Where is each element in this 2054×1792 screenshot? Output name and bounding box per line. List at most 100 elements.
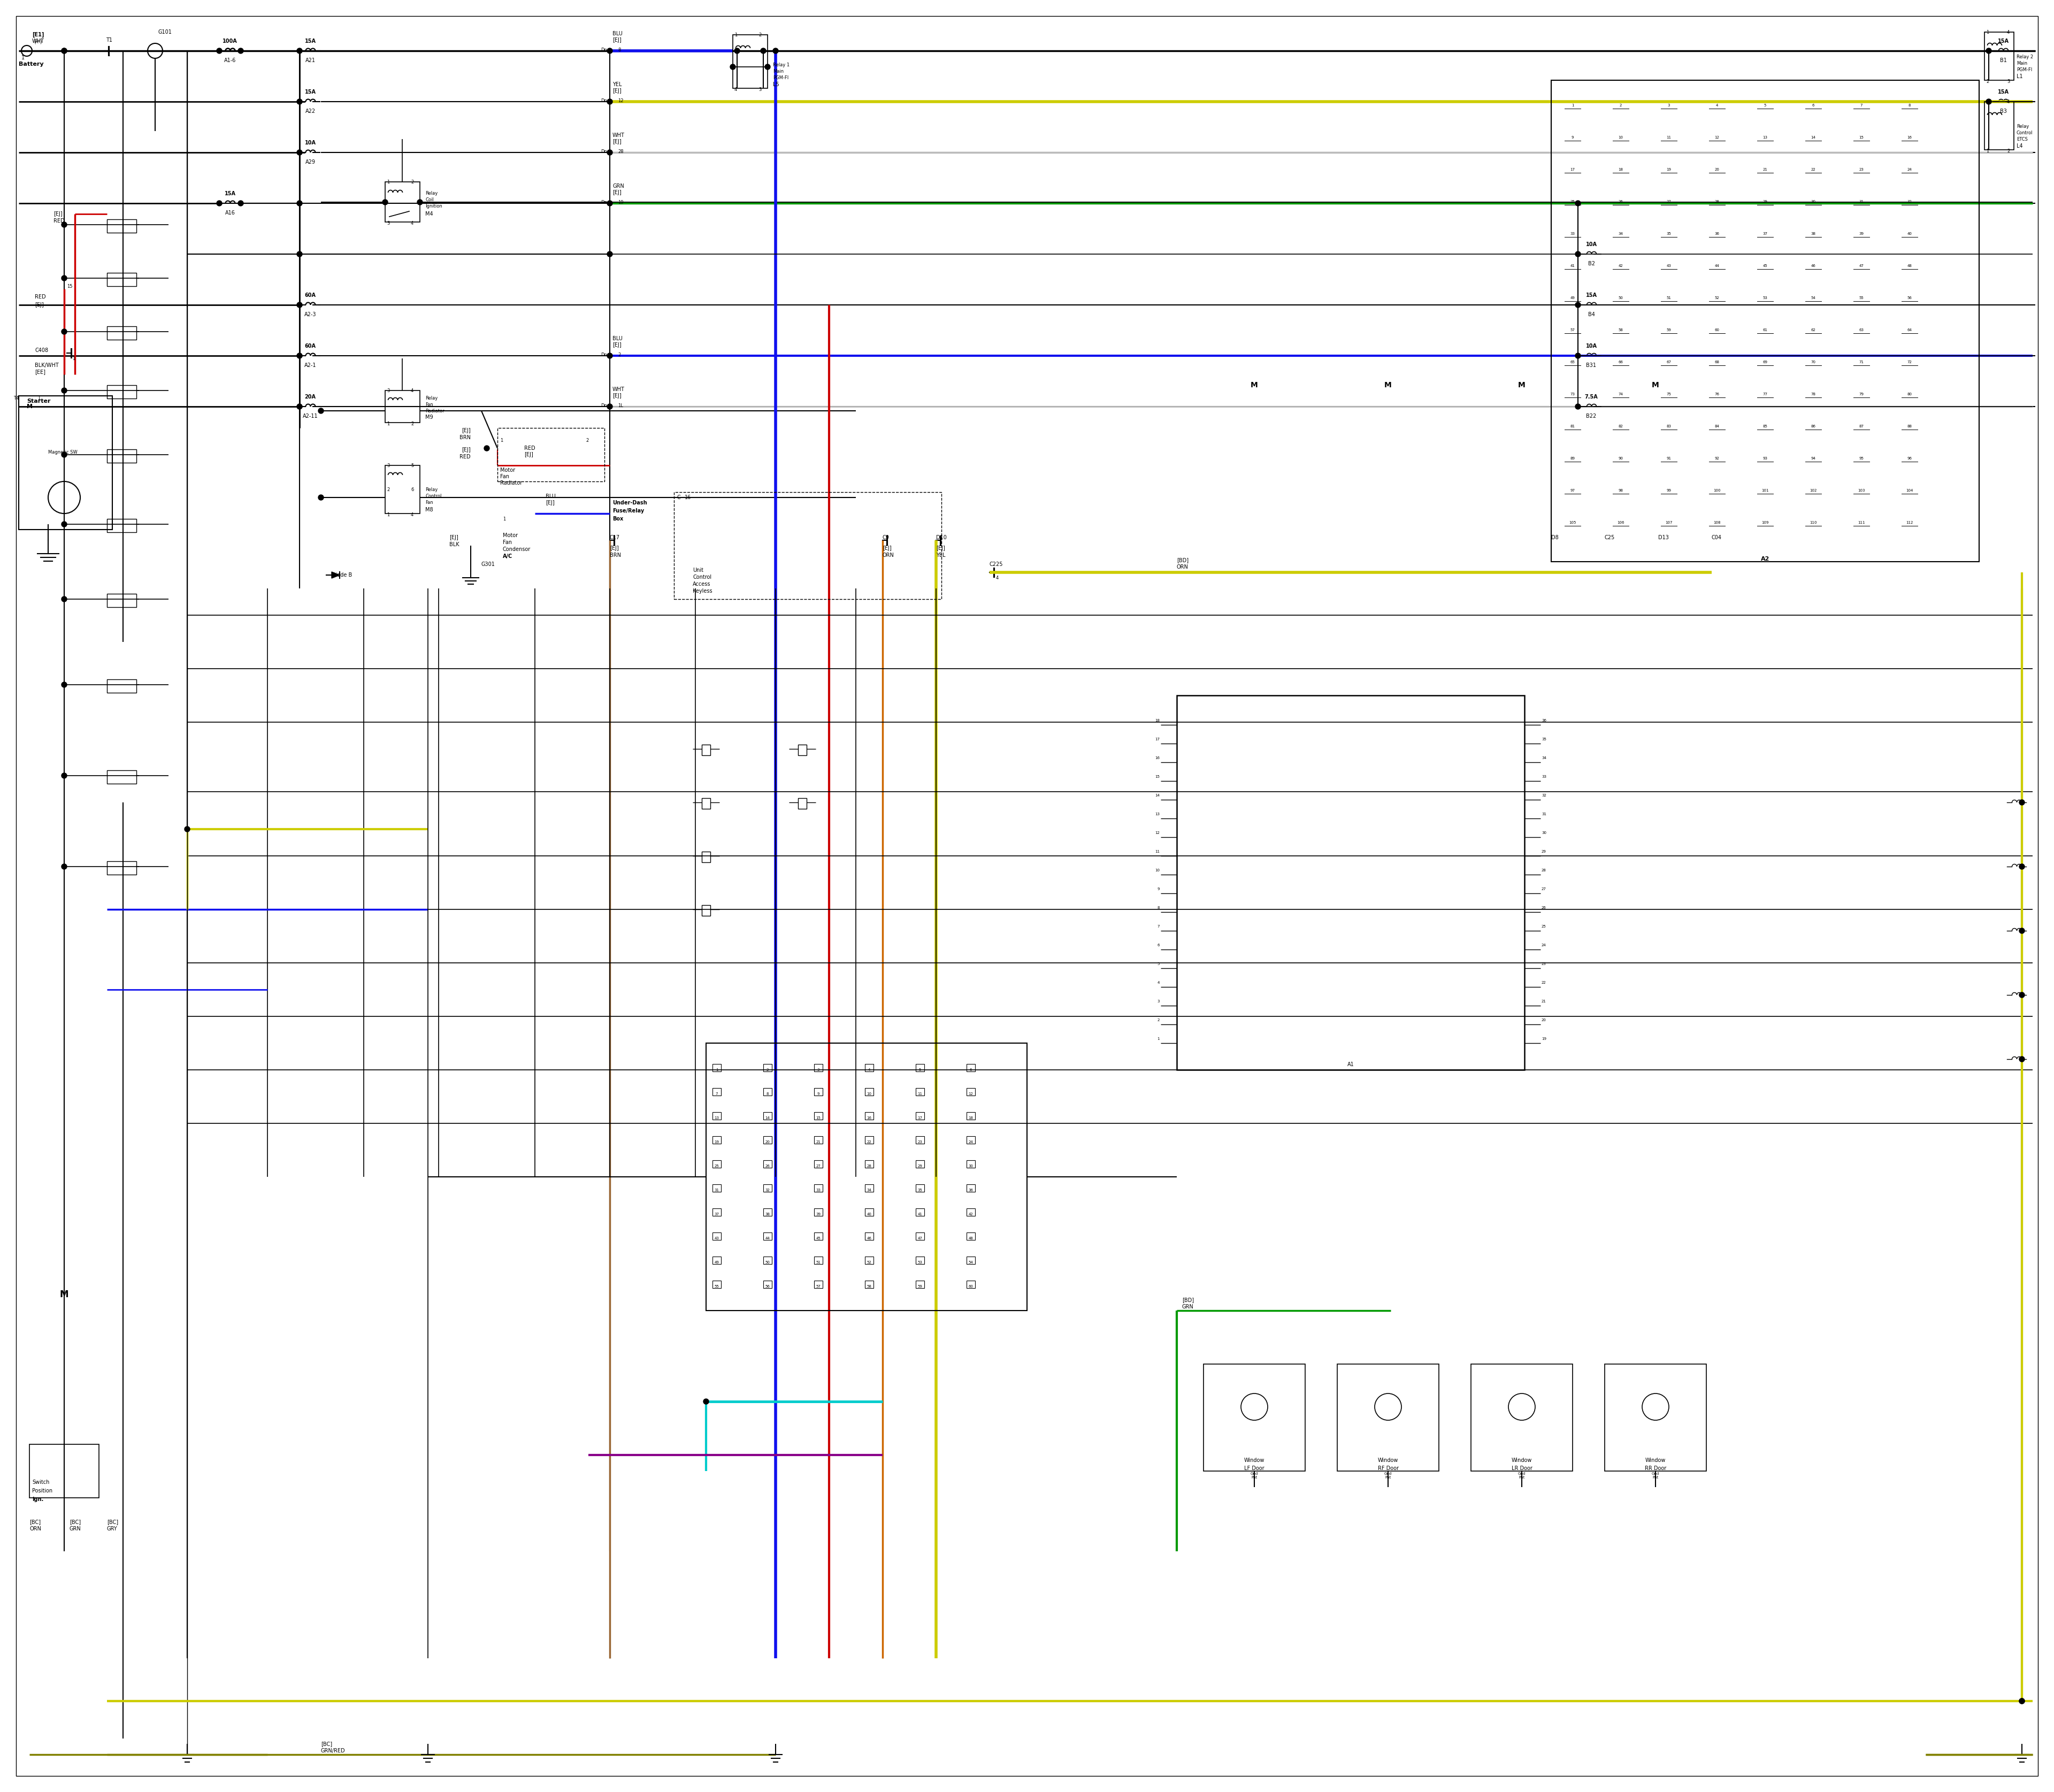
Text: 73: 73 <box>1569 392 1575 396</box>
Text: 41: 41 <box>918 1213 922 1217</box>
Text: 80: 80 <box>1908 392 1912 396</box>
Text: M: M <box>60 1290 68 1299</box>
Bar <box>713 1208 721 1217</box>
Text: 11: 11 <box>918 1093 922 1095</box>
Text: B1: B1 <box>2001 57 2007 63</box>
Text: BLK/WHT: BLK/WHT <box>35 362 60 367</box>
Text: 10A: 10A <box>1586 242 1596 247</box>
Text: Gnd
Pnt: Gnd Pnt <box>1251 1471 1259 1478</box>
Bar <box>799 797 807 808</box>
Text: 1: 1 <box>735 32 737 38</box>
Text: 5: 5 <box>411 464 413 468</box>
Text: L5: L5 <box>772 82 778 88</box>
Text: 18: 18 <box>967 1116 974 1120</box>
Text: Coil: Coil <box>425 197 433 202</box>
Text: 32: 32 <box>1543 794 1547 797</box>
Text: 14: 14 <box>766 1116 770 1120</box>
Text: C9: C9 <box>883 536 889 539</box>
Circle shape <box>62 864 68 869</box>
Text: 58: 58 <box>1619 328 1623 332</box>
Text: 6: 6 <box>1156 944 1161 946</box>
Text: 17: 17 <box>1154 738 1161 740</box>
Text: 4: 4 <box>996 575 998 581</box>
Text: [EJ]: [EJ] <box>462 448 470 453</box>
Text: 2: 2 <box>1619 104 1623 108</box>
Text: 56: 56 <box>1908 296 1912 299</box>
Text: 62: 62 <box>1812 328 1816 332</box>
Text: 27: 27 <box>1666 201 1672 202</box>
Circle shape <box>62 48 68 54</box>
Text: 104: 104 <box>1906 489 1912 493</box>
Text: 14: 14 <box>1812 136 1816 140</box>
Circle shape <box>298 151 302 156</box>
Text: 15A: 15A <box>1586 292 1596 297</box>
Text: 81: 81 <box>1569 425 1575 428</box>
Circle shape <box>2019 1699 2025 1704</box>
Text: [BC]: [BC] <box>320 1742 333 1747</box>
Bar <box>1604 1364 1707 1471</box>
Circle shape <box>62 276 68 281</box>
Text: 1: 1 <box>21 56 25 61</box>
Circle shape <box>608 403 612 409</box>
Text: 26: 26 <box>766 1165 770 1168</box>
Text: 21: 21 <box>1543 1000 1547 1004</box>
Text: 39: 39 <box>1859 233 1863 235</box>
Text: 64: 64 <box>1908 328 1912 332</box>
Text: 15A: 15A <box>1999 38 2009 43</box>
Text: [EJ]: [EJ] <box>612 392 622 398</box>
Text: Fuse/Relay: Fuse/Relay <box>612 509 645 514</box>
Circle shape <box>238 201 242 206</box>
Bar <box>107 520 136 532</box>
Text: 4: 4 <box>411 220 413 226</box>
Text: 56: 56 <box>766 1285 770 1288</box>
Text: Gnd
Pnt: Gnd Pnt <box>1384 1471 1393 1478</box>
Text: 39: 39 <box>815 1213 822 1217</box>
Text: 50: 50 <box>1619 296 1623 299</box>
Text: 51: 51 <box>1666 296 1672 299</box>
Bar <box>18 396 113 530</box>
Text: Fan: Fan <box>503 539 511 545</box>
Text: 31: 31 <box>1543 812 1547 815</box>
Bar <box>764 1233 772 1240</box>
Bar <box>1471 1364 1573 1471</box>
Text: [EJ]: [EJ] <box>35 303 43 308</box>
Text: 2: 2 <box>758 32 762 38</box>
Text: LR Door: LR Door <box>1512 1466 1532 1471</box>
Text: 7: 7 <box>1156 925 1161 928</box>
Text: 8: 8 <box>766 1093 768 1095</box>
Text: 3: 3 <box>758 88 762 91</box>
Text: L1: L1 <box>2017 73 2023 79</box>
Text: 24: 24 <box>1543 944 1547 946</box>
Text: 17: 17 <box>1569 168 1575 172</box>
Text: Dn: Dn <box>600 48 608 52</box>
Text: [EJ]: [EJ] <box>612 140 622 145</box>
Bar <box>967 1281 976 1288</box>
Text: 67: 67 <box>1666 360 1672 364</box>
Text: Motor: Motor <box>503 532 518 538</box>
Circle shape <box>62 330 68 335</box>
Text: C04: C04 <box>1711 536 1721 539</box>
Bar <box>967 1136 976 1143</box>
Text: M: M <box>1518 382 1526 389</box>
Circle shape <box>608 201 612 206</box>
Text: B3: B3 <box>2001 109 2007 115</box>
Text: L4: L4 <box>2017 143 2023 149</box>
Text: 30: 30 <box>1812 201 1816 202</box>
Text: 109: 109 <box>1762 521 1768 525</box>
Circle shape <box>608 48 612 54</box>
Circle shape <box>2019 928 2025 934</box>
Bar <box>107 272 136 287</box>
Text: 1: 1 <box>386 421 390 426</box>
Bar <box>967 1233 976 1240</box>
Text: 30: 30 <box>967 1165 974 1168</box>
Text: 108: 108 <box>1713 521 1721 525</box>
Text: 3: 3 <box>817 1068 820 1072</box>
Bar <box>764 1208 772 1217</box>
Text: Motor: Motor <box>499 468 516 473</box>
Circle shape <box>298 353 302 358</box>
Text: C225: C225 <box>990 561 1002 566</box>
Circle shape <box>1575 201 1582 206</box>
Bar <box>813 1113 824 1120</box>
Text: 2: 2 <box>585 437 589 443</box>
Text: (+): (+) <box>33 39 41 45</box>
